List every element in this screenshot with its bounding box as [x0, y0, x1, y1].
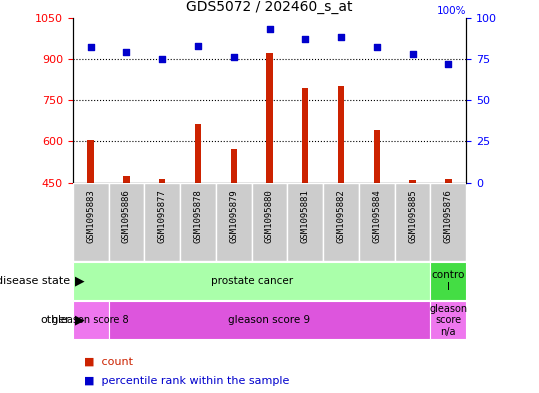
Text: gleason score 9: gleason score 9 — [229, 315, 310, 325]
Point — [337, 34, 345, 40]
Title: GDS5072 / 202460_s_at: GDS5072 / 202460_s_at — [186, 0, 353, 14]
Point — [265, 26, 274, 32]
Point — [230, 54, 238, 61]
Bar — [431, 262, 466, 300]
Text: ■  count: ■ count — [84, 356, 133, 367]
Text: GSM1095882: GSM1095882 — [336, 189, 345, 243]
Point — [86, 44, 95, 51]
Bar — [431, 183, 466, 261]
Text: GSM1095878: GSM1095878 — [194, 189, 203, 243]
Text: gleason score 8: gleason score 8 — [52, 315, 129, 325]
Point — [372, 44, 381, 51]
Text: gleason
score
n/a: gleason score n/a — [429, 304, 467, 337]
Text: contro
l: contro l — [432, 270, 465, 292]
Text: GSM1095884: GSM1095884 — [372, 189, 381, 243]
Bar — [108, 183, 144, 261]
Bar — [409, 180, 416, 183]
Text: ▶: ▶ — [75, 314, 85, 327]
Text: ■  percentile rank within the sample: ■ percentile rank within the sample — [84, 376, 289, 386]
Text: GSM1095881: GSM1095881 — [301, 189, 310, 243]
Bar — [180, 183, 216, 261]
Bar — [323, 183, 359, 261]
Text: ▶: ▶ — [75, 274, 85, 288]
Point — [444, 61, 453, 67]
Point — [408, 51, 417, 57]
Text: prostate cancer: prostate cancer — [211, 276, 293, 286]
Bar — [144, 183, 180, 261]
Text: GSM1095879: GSM1095879 — [229, 189, 238, 243]
Bar — [395, 183, 431, 261]
Text: GSM1095883: GSM1095883 — [86, 189, 95, 243]
Point — [301, 36, 309, 42]
Bar — [302, 88, 308, 183]
Bar — [252, 183, 287, 261]
Bar — [73, 183, 108, 261]
Text: GSM1095886: GSM1095886 — [122, 189, 131, 243]
Text: other: other — [40, 315, 70, 325]
Bar — [195, 123, 201, 183]
Bar — [123, 176, 130, 183]
Text: GSM1095880: GSM1095880 — [265, 189, 274, 243]
Text: GSM1095877: GSM1095877 — [158, 189, 167, 243]
Bar — [87, 140, 94, 183]
Bar — [73, 301, 108, 339]
Bar — [266, 53, 273, 183]
Text: disease state: disease state — [0, 276, 70, 286]
Bar — [216, 183, 252, 261]
Text: 100%: 100% — [437, 6, 466, 16]
Point — [158, 56, 167, 62]
Point — [194, 42, 202, 49]
Bar — [287, 183, 323, 261]
Text: GSM1095885: GSM1095885 — [408, 189, 417, 243]
Bar — [359, 183, 395, 261]
Bar — [108, 301, 431, 339]
Point — [122, 49, 131, 55]
Bar — [445, 180, 452, 183]
Bar — [431, 301, 466, 339]
Bar — [231, 149, 237, 183]
Text: GSM1095876: GSM1095876 — [444, 189, 453, 243]
Bar — [159, 180, 165, 183]
Bar — [374, 130, 380, 183]
Bar — [338, 86, 344, 183]
